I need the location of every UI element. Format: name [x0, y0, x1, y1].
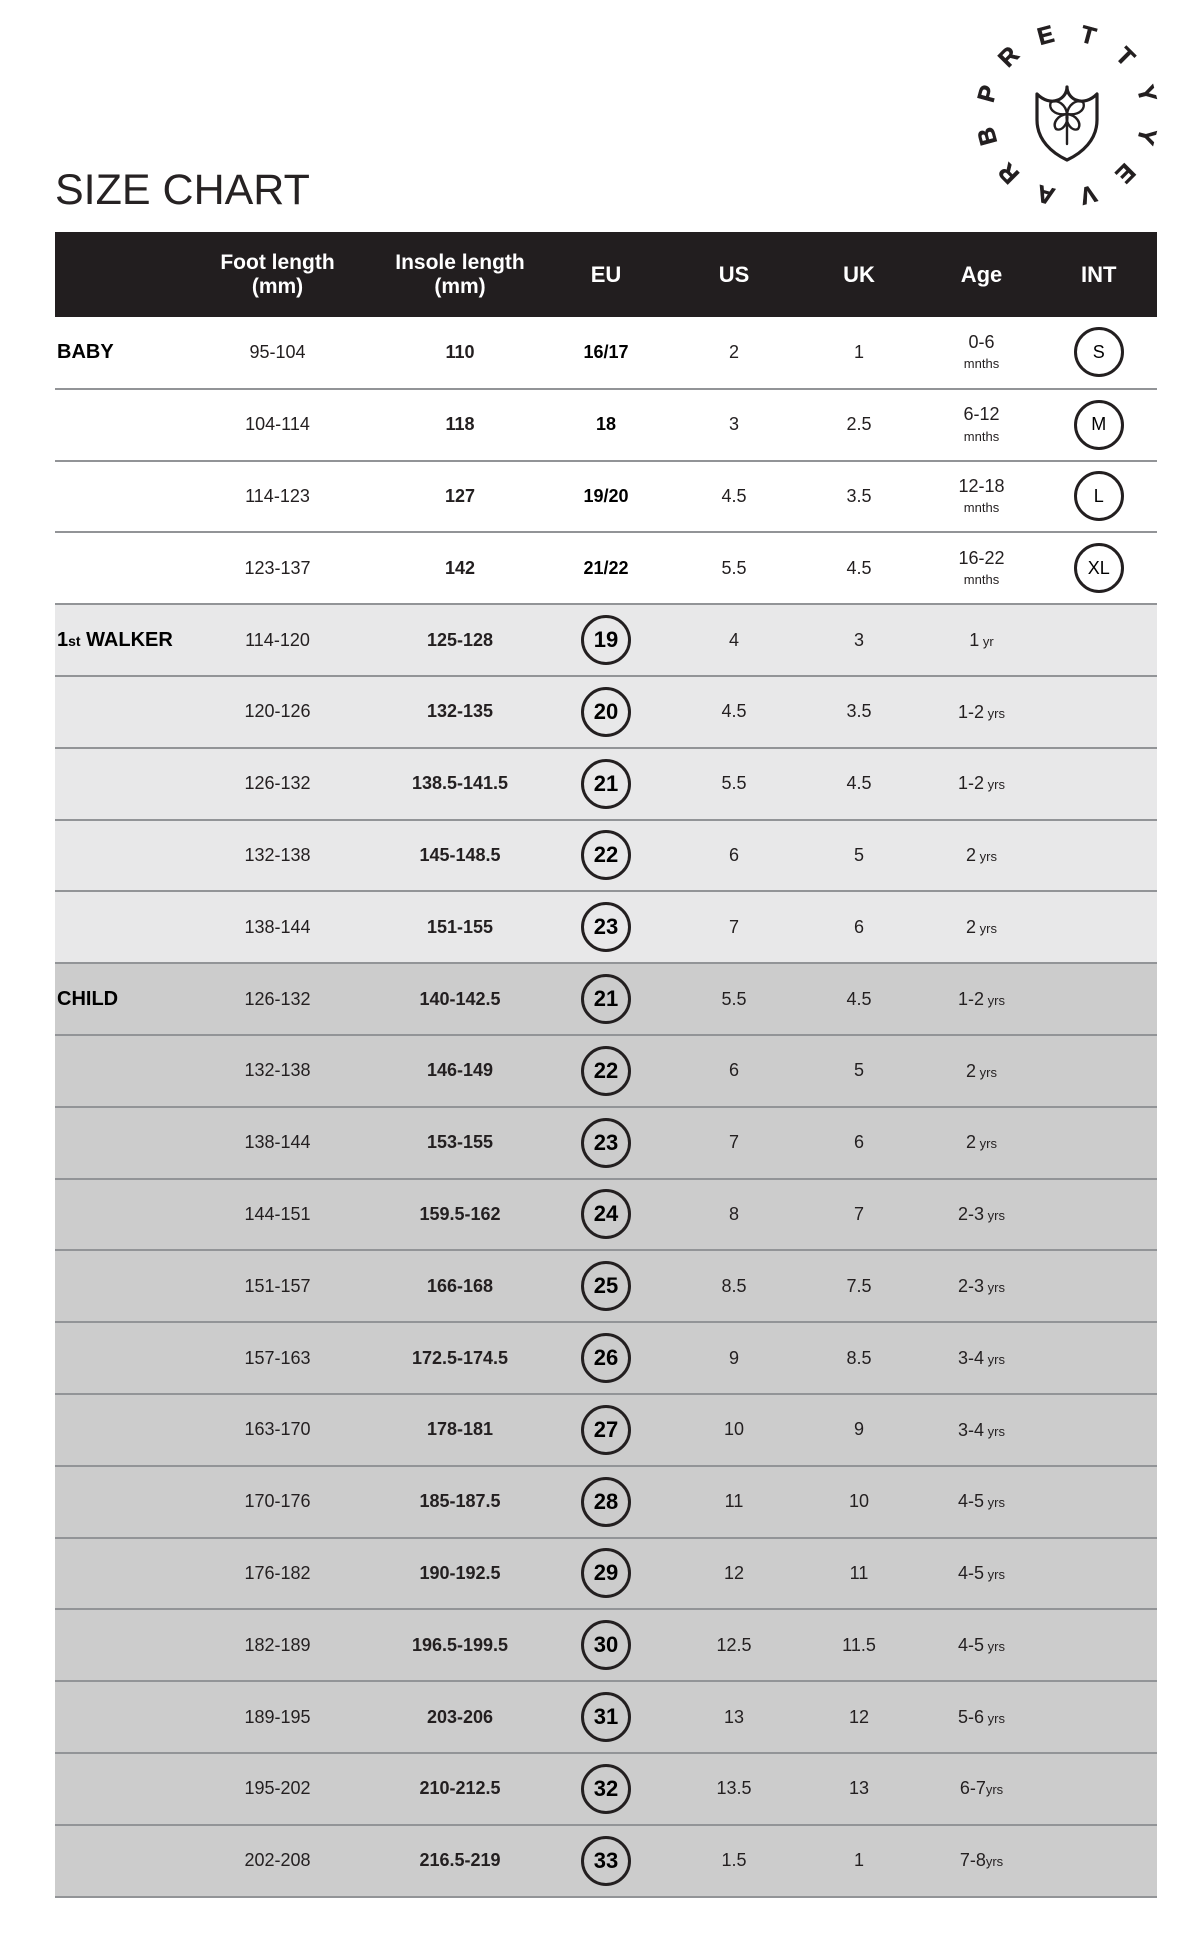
svg-text:B: B	[973, 124, 1004, 148]
svg-text:Y: Y	[1131, 125, 1161, 147]
svg-text:R: R	[993, 157, 1024, 188]
svg-text:E: E	[1035, 21, 1057, 51]
svg-text:T: T	[1078, 21, 1099, 51]
svg-text:R: R	[993, 41, 1024, 72]
svg-text:T: T	[1110, 42, 1140, 72]
svg-text:A: A	[1034, 179, 1058, 210]
svg-text:P: P	[973, 83, 1003, 105]
svg-text:V: V	[1077, 179, 1099, 209]
svg-text:E: E	[1110, 158, 1140, 188]
svg-text:Y: Y	[1131, 83, 1161, 105]
